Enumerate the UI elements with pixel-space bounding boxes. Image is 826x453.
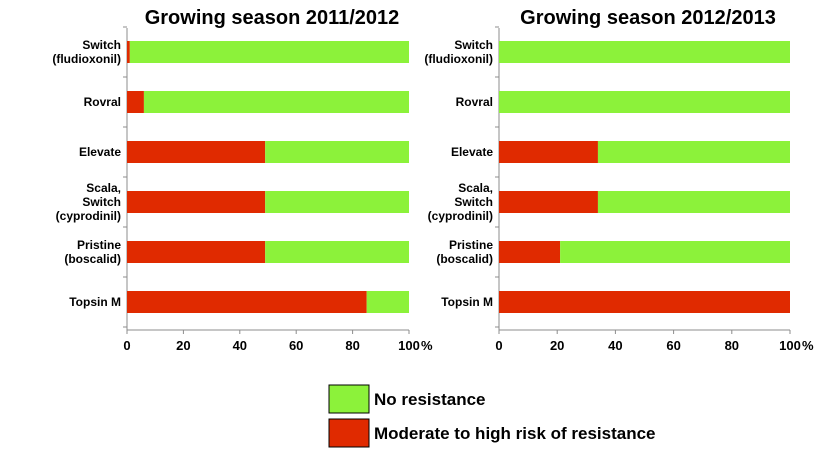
category-label-pristine-boscalid: Pristine (boscalid) bbox=[436, 238, 493, 266]
category-label-rovral: Rovral bbox=[84, 95, 121, 109]
bar-no-resistance-rovral bbox=[143, 91, 410, 113]
bar-no-resistance-elevate bbox=[597, 141, 790, 163]
chart-title: Growing season 2012/2013 bbox=[520, 7, 776, 29]
category-label-topsin-m: Topsin M bbox=[441, 295, 493, 309]
legend-swatch-no-resistance bbox=[328, 384, 370, 414]
bar-no-resistance-topsin-m bbox=[366, 291, 409, 313]
bar-no-resistance-scala-switch-cyprodinil bbox=[597, 191, 790, 213]
x-tick-label: 20 bbox=[550, 338, 564, 353]
bar-no-resistance-scala-switch-cyprodinil bbox=[265, 191, 409, 213]
x-tick-label: 0 bbox=[123, 338, 130, 353]
category-label-switch-fludioxonil: Switch (fludioxonil) bbox=[52, 38, 121, 66]
x-tick-label: 80 bbox=[345, 338, 359, 353]
x-tick-label: 100 bbox=[398, 338, 420, 353]
x-tick-label: 0 bbox=[495, 338, 502, 353]
bar-resistance-rovral bbox=[127, 91, 144, 113]
category-label-topsin-m: Topsin M bbox=[69, 295, 121, 309]
chart-panel-2011-2012: Growing season 2011/2012 0 20 40 60 80 100 % Swi… bbox=[52, 7, 433, 353]
bar-no-resistance-elevate bbox=[265, 141, 409, 163]
category-label-pristine-boscalid: Pristine (boscalid) bbox=[64, 238, 121, 266]
bar-no-resistance-rovral bbox=[499, 91, 790, 113]
x-tick-label: 100 bbox=[779, 338, 801, 353]
category-label-rovral: Rovral bbox=[456, 95, 493, 109]
x-tick-unit: % bbox=[421, 338, 433, 353]
x-tick-label: 80 bbox=[725, 338, 739, 353]
bar-resistance-switch-fludioxonil bbox=[127, 41, 130, 63]
x-tick-label: 40 bbox=[233, 338, 247, 353]
category-label-switch-fludioxonil: Switch (fludioxonil) bbox=[424, 38, 493, 66]
chart-title: Growing season 2011/2012 bbox=[145, 7, 400, 29]
bar-resistance-elevate bbox=[499, 141, 598, 163]
legend-swatch-resistance bbox=[328, 418, 370, 448]
bar-no-resistance-switch-fludioxonil bbox=[499, 41, 790, 63]
bar-resistance-topsin-m bbox=[499, 291, 790, 313]
x-tick-unit: % bbox=[802, 338, 814, 353]
category-label-elevate: Elevate bbox=[451, 145, 493, 159]
x-tick-label: 40 bbox=[608, 338, 622, 353]
bar-no-resistance-pristine-boscalid bbox=[265, 241, 409, 263]
x-tick-label: 60 bbox=[666, 338, 680, 353]
chart-panel-2012-2013: Growing season 2012/2013 0 20 40 60 80 100 % Swi… bbox=[424, 7, 814, 353]
legend: No resistance Moderate to high risk of re… bbox=[328, 384, 656, 448]
category-label-elevate: Elevate bbox=[79, 145, 121, 159]
bar-no-resistance-switch-fludioxonil bbox=[129, 41, 409, 63]
bar-resistance-pristine-boscalid bbox=[127, 241, 266, 263]
bar-no-resistance-pristine-boscalid bbox=[560, 241, 790, 263]
category-label-scala-switch-cyprodinil: Scala, Switch (cyprodinil) bbox=[428, 181, 493, 223]
x-tick-label: 20 bbox=[176, 338, 190, 353]
bar-resistance-scala-switch-cyprodinil bbox=[127, 191, 266, 213]
legend-label-no-resistance: No resistance bbox=[374, 390, 486, 409]
bar-resistance-elevate bbox=[127, 141, 266, 163]
legend-label-resistance: Moderate to high risk of resistance bbox=[374, 424, 656, 443]
category-label-scala-switch-cyprodinil: Scala, Switch (cyprodinil) bbox=[56, 181, 121, 223]
bar-resistance-topsin-m bbox=[127, 291, 367, 313]
bar-resistance-pristine-boscalid bbox=[499, 241, 561, 263]
bar-resistance-scala-switch-cyprodinil bbox=[499, 191, 598, 213]
x-tick-label: 60 bbox=[289, 338, 303, 353]
